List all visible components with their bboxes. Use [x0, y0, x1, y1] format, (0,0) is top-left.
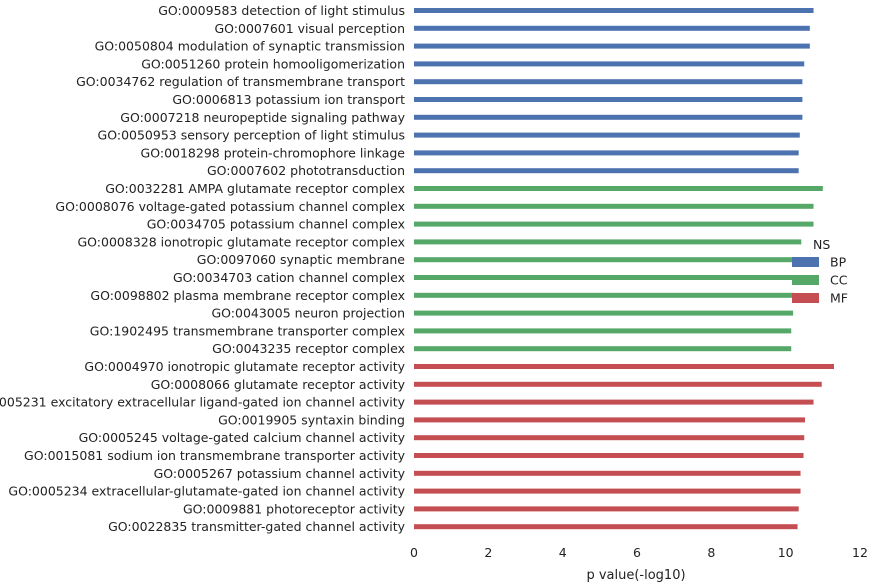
bar-8: [414, 132, 800, 138]
category-label-15: GO:0097060 synaptic membrane: [197, 252, 406, 267]
bar-26: [414, 453, 804, 458]
category-label-11: GO:0032281 AMPA glutamate receptor compl…: [105, 181, 405, 196]
bar-25: [414, 435, 805, 441]
category-label-23: GO:0005231 excitatory extracellular liga…: [0, 395, 406, 410]
category-label-6: GO:0006813 potassium ion transport: [172, 92, 405, 107]
x-tick-label-6: 6: [633, 545, 641, 560]
category-label-8: GO:0050953 sensory perception of light s…: [98, 128, 405, 143]
bar-17: [414, 292, 794, 298]
category-label-22: GO:0008066 glutamate receptor activity: [151, 377, 406, 392]
legend-swatch-bp: [792, 257, 819, 267]
category-labels: GO:0009583 detection of light stimulus GO…: [0, 3, 406, 534]
bar-20: [414, 346, 792, 352]
category-label-24: GO:0019905 syntaxin binding: [218, 412, 405, 427]
bar-10: [414, 168, 799, 174]
category-label-13: GO:0034705 potassium channel complex: [147, 217, 405, 232]
bar-30: [414, 524, 798, 530]
x-tick-label-10: 10: [778, 545, 794, 560]
legend-swatch-cc: [792, 275, 819, 285]
category-label-16: GO:0034703 cation channel complex: [173, 270, 405, 285]
legend-swatch-mf: [792, 293, 819, 303]
legend-label-bp: BP: [830, 255, 847, 270]
bar-24: [414, 417, 805, 423]
category-label-14: GO:0008328 ionotropic glutamate receptor…: [78, 234, 406, 249]
category-label-25: GO:0005245 voltage-gated calcium channel…: [79, 430, 406, 445]
category-label-17: GO:0098802 plasma membrane receptor comp…: [90, 288, 405, 303]
x-axis-ticks: 0 2 4 6 8 10 12: [410, 545, 868, 560]
category-label-9: GO:0018298 protein-chromophore linkage: [141, 145, 406, 160]
x-axis-label: p value(-log10): [586, 568, 685, 583]
category-label-29: GO:0009881 photoreceptor activity: [183, 501, 406, 516]
category-label-19: GO:1902495 transmembrane transporter com…: [90, 323, 405, 338]
category-label-3: GO:0050804 modulation of synaptic transm…: [95, 39, 405, 54]
category-label-21: GO:0004970 ionotropic glutamate receptor…: [84, 359, 405, 374]
x-tick-label-0: 0: [410, 545, 418, 560]
category-label-20: GO:0043235 receptor complex: [212, 341, 405, 356]
bar-18: [414, 310, 794, 316]
x-tick-label-2: 2: [484, 545, 492, 560]
bar-5: [414, 79, 803, 85]
bar-9: [414, 150, 799, 156]
bar-3: [414, 43, 810, 49]
bars-group: [414, 8, 834, 530]
category-label-30: GO:0022835 transmitter-gated channel act…: [108, 519, 405, 534]
bar-16: [414, 275, 794, 280]
bar-29: [414, 506, 799, 512]
legend: NS BP CC MF: [792, 237, 848, 306]
category-label-4: GO:0051260 protein homooligomerization: [141, 56, 405, 71]
bar-1: [414, 8, 814, 13]
x-tick-label-4: 4: [559, 545, 567, 560]
category-label-12: GO:0008076 voltage-gated potassium chann…: [55, 199, 405, 214]
category-label-18: GO:0043005 neuron projection: [211, 306, 405, 321]
category-label-27: GO:0005267 potassium channel activity: [154, 466, 406, 481]
legend-label-cc: CC: [830, 273, 848, 288]
bar-6: [414, 97, 803, 102]
category-label-2: GO:0007601 visual perception: [214, 21, 405, 36]
bar-15: [414, 257, 794, 263]
bar-23: [414, 399, 814, 405]
bar-28: [414, 488, 801, 494]
bar-11: [414, 186, 823, 191]
bar-12: [414, 203, 814, 209]
legend-label-mf: MF: [830, 291, 848, 306]
bar-14: [414, 239, 802, 245]
bar-19: [414, 328, 792, 334]
category-label-5: GO:0034762 regulation of transmembrane t…: [76, 74, 405, 89]
category-label-1: GO:0009583 detection of light stimulus: [158, 3, 405, 18]
x-tick-label-12: 12: [852, 545, 868, 560]
bar-13: [414, 221, 814, 227]
bar-2: [414, 25, 810, 31]
legend-title: NS: [813, 237, 830, 252]
bar-22: [414, 381, 822, 387]
category-label-26: GO:0015081 sodium ion transmembrane tran…: [24, 448, 406, 463]
category-label-28: GO:0005234 extracellular-glutamate-gated…: [8, 484, 405, 499]
x-tick-label-8: 8: [707, 545, 715, 560]
bar-27: [414, 470, 801, 476]
bar-7: [414, 114, 803, 120]
bar-21: [414, 364, 834, 369]
category-label-7: GO:0007218 neuropeptide signaling pathwa…: [120, 110, 405, 125]
category-label-10: GO:0007602 phototransduction: [207, 163, 405, 178]
bar-4: [414, 61, 805, 67]
